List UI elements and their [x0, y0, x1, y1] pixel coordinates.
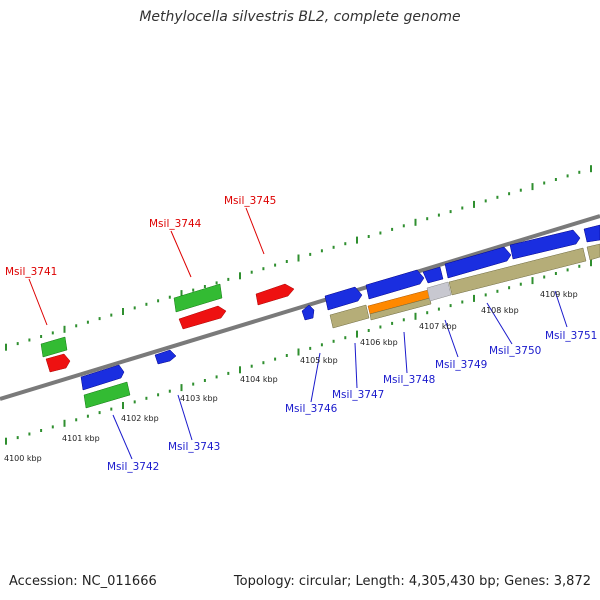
- scale-label-4105: 4105 kbp: [300, 356, 338, 365]
- leader-msil-3742: [112, 414, 133, 460]
- gene-blue-c[interactable]: [444, 246, 512, 279]
- gene-green-1[interactable]: [40, 336, 68, 358]
- gene-msil-3744[interactable]: [178, 305, 227, 330]
- gene-blue-d[interactable]: [509, 229, 581, 260]
- label-msil-3748[interactable]: Msil_3748: [383, 374, 435, 386]
- label-msil-3751[interactable]: Msil_3751: [545, 330, 597, 342]
- gene-msil-3749[interactable]: [426, 281, 452, 302]
- label-msil-3742[interactable]: Msil_3742: [107, 461, 159, 473]
- genome-summary: Topology: circular; Length: 4,305,430 bp…: [233, 574, 591, 589]
- label-msil-3744[interactable]: Msil_3744: [149, 218, 202, 230]
- gene-msil-3743[interactable]: [154, 349, 177, 365]
- gene-blue-e[interactable]: [583, 224, 600, 243]
- leader-msil-3744: [170, 230, 192, 278]
- label-msil-3746[interactable]: Msil_3746: [285, 403, 338, 415]
- tick-marks: [5, 165, 592, 445]
- label-msil-3750[interactable]: Msil_3750: [489, 345, 541, 357]
- scale-label-4101: 4101 kbp: [62, 434, 100, 443]
- gene-blue-a[interactable]: [365, 269, 425, 300]
- gene-tan-1[interactable]: [329, 304, 370, 329]
- gene-msil-3741[interactable]: [45, 353, 71, 373]
- leader-msil-3745: [245, 207, 265, 255]
- gene-msil-3746[interactable]: [301, 304, 315, 321]
- leader-msil-3741: [28, 278, 48, 326]
- scale-label-4107: 4107 kbp: [419, 322, 457, 331]
- leader-msil-3743: [177, 394, 193, 441]
- leader-msil-3750: [486, 302, 513, 345]
- leader-msil-3748: [403, 331, 408, 374]
- label-msil-3741[interactable]: Msil_3741: [5, 266, 57, 278]
- leader-msil-3751: [554, 290, 568, 328]
- scale-label-4100: 4100 kbp: [4, 454, 42, 463]
- scale-label-4108: 4108 kbp: [481, 306, 519, 315]
- scale-label-4102: 4102 kbp: [121, 414, 159, 423]
- scale-label-4106: 4106 kbp: [360, 338, 398, 347]
- gene-green-2[interactable]: [173, 283, 223, 313]
- gene-tan-3[interactable]: [448, 247, 587, 296]
- scale-label-4109: 4109 kbp: [540, 290, 578, 299]
- genome-backbone: [0, 214, 600, 401]
- label-msil-3745[interactable]: Msil_3745: [224, 195, 276, 207]
- gene-blue-b[interactable]: [422, 266, 444, 284]
- label-msil-3747[interactable]: Msil_3747: [332, 389, 384, 401]
- leader-lines: [28, 207, 568, 460]
- map-title: Methylocella silvestris BL2, complete ge…: [139, 9, 461, 25]
- gene-green-3[interactable]: [83, 381, 131, 409]
- leader-msil-3746: [310, 352, 321, 403]
- gene-msil-3747[interactable]: [324, 286, 363, 311]
- gene-msil-3745[interactable]: [255, 283, 295, 306]
- scale-label-4104: 4104 kbp: [240, 375, 278, 384]
- scale-label-4103: 4103 kbp: [180, 394, 218, 403]
- label-msil-3749[interactable]: Msil_3749: [435, 359, 487, 371]
- label-msil-3743[interactable]: Msil_3743: [168, 441, 220, 453]
- leader-msil-3747: [354, 342, 358, 389]
- gene-msil-3742[interactable]: [80, 364, 125, 391]
- accession-label: Accession: NC_011666: [9, 574, 157, 589]
- leader-msil-3749: [444, 319, 459, 358]
- gene-tan-2[interactable]: [369, 297, 432, 321]
- gene-tan-4[interactable]: [586, 243, 600, 261]
